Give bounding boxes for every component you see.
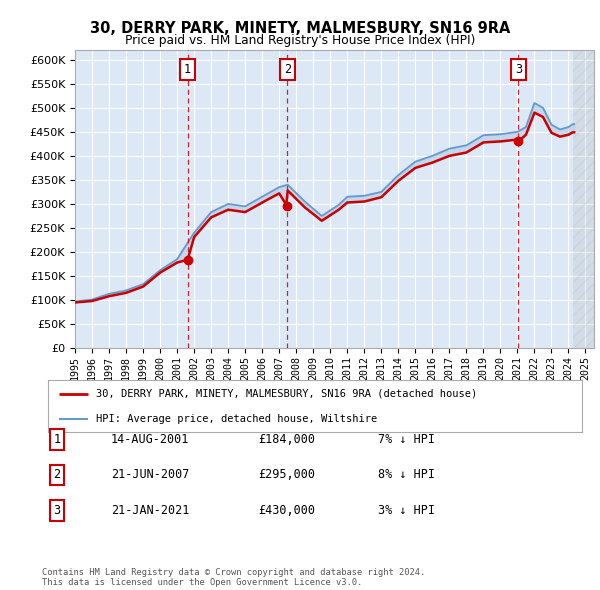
Text: 30, DERRY PARK, MINETY, MALMESBURY, SN16 9RA: 30, DERRY PARK, MINETY, MALMESBURY, SN16… [90,21,510,35]
Text: 3: 3 [53,504,61,517]
Text: 2: 2 [284,63,291,76]
Bar [573,50,594,348]
Text: 2: 2 [53,468,61,481]
Text: 7% ↓ HPI: 7% ↓ HPI [378,433,435,446]
Text: 3% ↓ HPI: 3% ↓ HPI [378,504,435,517]
Text: Price paid vs. HM Land Registry's House Price Index (HPI): Price paid vs. HM Land Registry's House … [125,34,475,47]
Text: 21-JUN-2007: 21-JUN-2007 [111,468,190,481]
Text: HPI: Average price, detached house, Wiltshire: HPI: Average price, detached house, Wilt… [96,414,377,424]
Text: £184,000: £184,000 [258,433,315,446]
Text: £430,000: £430,000 [258,504,315,517]
Text: 30, DERRY PARK, MINETY, MALMESBURY, SN16 9RA (detached house): 30, DERRY PARK, MINETY, MALMESBURY, SN16… [96,389,478,399]
Text: 1: 1 [53,433,61,446]
Text: 14-AUG-2001: 14-AUG-2001 [111,433,190,446]
Text: 8% ↓ HPI: 8% ↓ HPI [378,468,435,481]
Text: 1: 1 [184,63,191,76]
Text: Contains HM Land Registry data © Crown copyright and database right 2024.
This d: Contains HM Land Registry data © Crown c… [42,568,425,587]
Text: 3: 3 [515,63,522,76]
Text: £295,000: £295,000 [258,468,315,481]
Text: 21-JAN-2021: 21-JAN-2021 [111,504,190,517]
